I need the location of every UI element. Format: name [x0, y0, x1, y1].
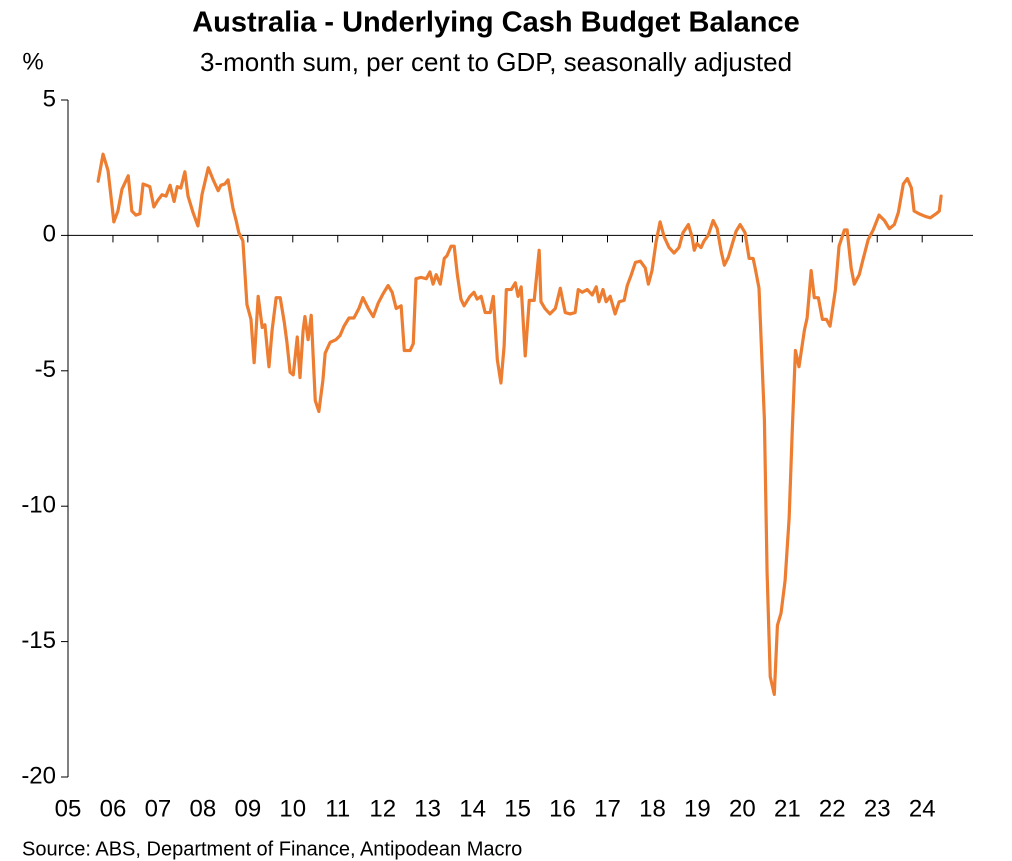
x-tick-label: 05: [55, 795, 82, 822]
x-tick-label: 16: [549, 795, 576, 822]
x-tick-label: 19: [684, 795, 711, 822]
x-tick-label: 22: [819, 795, 846, 822]
x-tick-label: 08: [190, 795, 217, 822]
chart-title: Australia - Underlying Cash Budget Balan…: [192, 7, 800, 39]
data-line: [96, 152, 943, 697]
y-tick-label: -10: [21, 492, 56, 519]
y-tick-label: -20: [21, 762, 56, 789]
x-tick-label: 15: [504, 795, 531, 822]
x-tick-label: 09: [234, 795, 261, 822]
x-tick-label: 17: [594, 795, 621, 822]
x-tick-label: 11: [325, 795, 350, 822]
chart-subtitle: 3-month sum, per cent to GDP, seasonally…: [200, 47, 792, 77]
x-tick-label: 12: [369, 795, 396, 822]
x-tick-label: 24: [909, 795, 936, 822]
x-tick-label: 20: [729, 795, 756, 822]
x-tick-label: 18: [639, 795, 666, 822]
y-tick-label: 0: [43, 221, 56, 248]
x-tick-label: 07: [145, 795, 172, 822]
x-tick-label: 14: [459, 795, 486, 822]
x-tick-label: 21: [774, 795, 801, 822]
x-tick-label: 23: [864, 795, 891, 822]
y-tick-label: 5: [43, 85, 56, 112]
x-tick-label: 10: [279, 795, 306, 822]
x-tick-label: 13: [414, 795, 441, 822]
y-tick-label: -15: [21, 627, 56, 654]
source: Source: ABS, Department of Finance, Anti…: [22, 838, 522, 860]
y-tick-label: -5: [35, 356, 56, 383]
x-tick-label: 06: [100, 795, 127, 822]
y-axis-label: %: [22, 48, 43, 75]
